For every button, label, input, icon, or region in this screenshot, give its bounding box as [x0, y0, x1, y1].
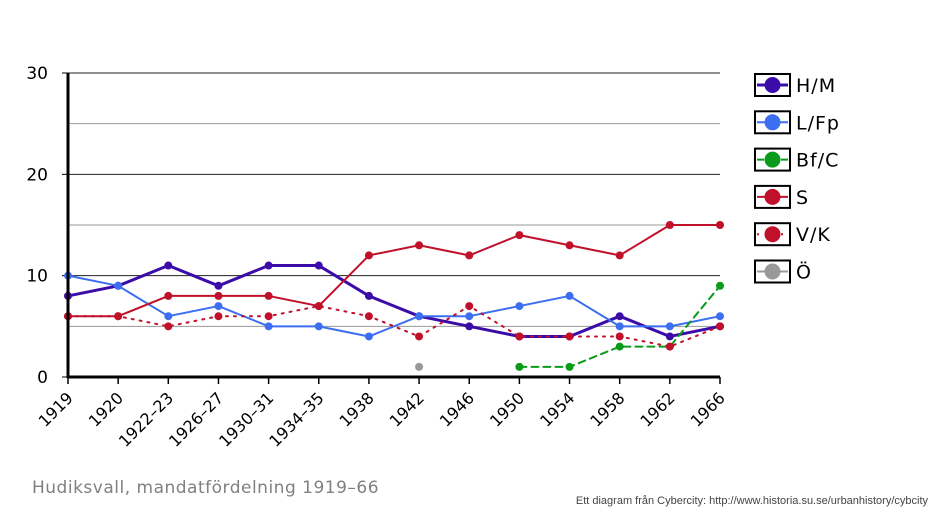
- data-point: [164, 322, 173, 331]
- x-tick-label: 1934–35: [265, 388, 327, 450]
- legend-label: L/Fp: [796, 112, 840, 134]
- data-point: [214, 302, 223, 311]
- x-tick-label: 1942: [386, 388, 428, 430]
- data-point: [565, 332, 574, 341]
- data-point: [665, 221, 674, 229]
- data-point: [515, 302, 524, 311]
- y-tick-label: 10: [26, 267, 48, 287]
- data-point: [114, 312, 123, 321]
- data-point: [515, 231, 524, 240]
- x-tick-label: 1946: [436, 388, 478, 430]
- data-point: [716, 221, 724, 229]
- legend-item: S: [754, 184, 809, 209]
- legend: H/M L/Fp Bf/C S V/K Ö: [754, 73, 840, 284]
- x-tick-label: 1962: [636, 388, 678, 430]
- credit-line: Ett diagram från Cybercity: http://www.h…: [575, 495, 928, 507]
- data-point: [615, 251, 624, 260]
- legend-swatch-marker: [764, 226, 781, 243]
- data-point: [465, 251, 474, 260]
- data-point: [515, 362, 524, 371]
- x-tick-label: 1919: [35, 388, 77, 430]
- data-point: [164, 261, 173, 270]
- data-point: [314, 322, 323, 331]
- series-line: [67, 224, 721, 318]
- y-tick-label: 20: [26, 165, 48, 185]
- data-point: [716, 281, 724, 290]
- data-point: [665, 342, 674, 351]
- legend-label: V/K: [796, 224, 831, 246]
- data-point: [615, 322, 624, 331]
- y-axis-ticks: 0 10 20 30: [26, 64, 68, 388]
- data-point: [264, 322, 273, 331]
- data-point: [264, 312, 273, 321]
- data-point: [515, 332, 524, 341]
- data-point: [314, 261, 323, 270]
- series-line: [67, 274, 721, 338]
- legend-swatch-marker: [764, 114, 781, 131]
- legend-item: Ö: [754, 259, 812, 284]
- y-tick-label: 0: [37, 368, 48, 388]
- series-lines: [64, 221, 724, 371]
- data-point: [364, 251, 373, 260]
- legend-swatch-marker: [764, 263, 781, 280]
- legend-swatch-marker: [764, 77, 781, 93]
- data-point: [415, 362, 424, 371]
- data-point: [314, 302, 323, 311]
- data-point: [465, 302, 474, 311]
- data-point: [214, 281, 223, 290]
- x-tick-label: 1920: [85, 388, 127, 430]
- data-point: [565, 291, 574, 300]
- x-tick-label: 1958: [586, 388, 628, 430]
- data-point: [615, 312, 624, 321]
- legend-item: L/Fp: [754, 110, 840, 135]
- legend-item: H/M: [754, 73, 836, 97]
- legend-swatch-marker: [764, 188, 781, 205]
- data-point: [164, 312, 173, 321]
- y-tick-label: 30: [26, 64, 48, 84]
- x-tick-label: 1950: [486, 388, 528, 430]
- data-point: [364, 291, 373, 300]
- chart-caption: Hudiksvall, mandatfördelning 1919–66: [32, 478, 380, 498]
- data-point: [716, 312, 724, 321]
- series-line: [66, 264, 722, 338]
- data-point: [665, 322, 674, 331]
- data-point: [164, 291, 173, 300]
- data-point: [415, 241, 424, 250]
- data-point: [364, 312, 373, 321]
- data-point: [264, 261, 273, 270]
- data-point: [565, 241, 574, 250]
- data-point: [264, 291, 273, 300]
- data-point: [415, 332, 424, 341]
- legend-label: H/M: [796, 75, 836, 97]
- data-point: [615, 342, 624, 351]
- legend-label: Ö: [796, 261, 812, 284]
- legend-swatch-marker: [764, 151, 781, 168]
- series-line: [518, 284, 721, 368]
- data-point: [465, 322, 474, 331]
- data-point: [716, 322, 724, 331]
- data-point: [214, 291, 223, 300]
- data-point: [665, 332, 674, 341]
- grid-lines: [68, 72, 720, 327]
- data-point: [415, 312, 424, 321]
- data-point: [214, 312, 223, 321]
- x-tick-label: 1966: [687, 388, 729, 430]
- x-tick-label: 1938: [336, 388, 378, 430]
- legend-item: Bf/C: [754, 147, 839, 172]
- x-tick-label: 1954: [536, 388, 578, 430]
- legend-label: Bf/C: [796, 150, 839, 172]
- legend-item: V/K: [754, 222, 831, 247]
- legend-label: S: [796, 187, 809, 209]
- data-point: [565, 362, 574, 371]
- data-point: [465, 312, 474, 321]
- axes: [66, 73, 720, 379]
- data-point: [364, 332, 373, 341]
- data-point: [114, 281, 123, 290]
- series-line: [67, 305, 721, 348]
- data-point: [615, 332, 624, 341]
